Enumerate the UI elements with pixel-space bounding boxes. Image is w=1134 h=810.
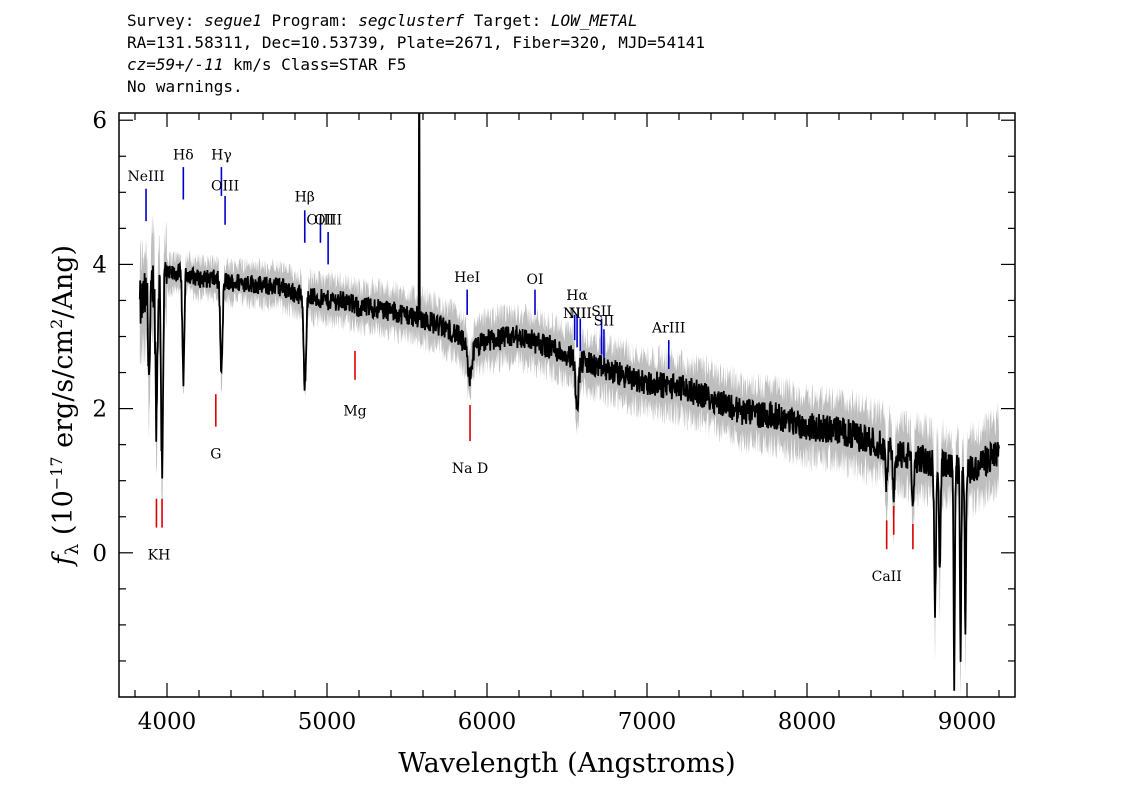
error-band-layer: [139, 213, 1000, 696]
x-tick-label: 5000: [298, 709, 357, 735]
emission-line-label: Hα: [566, 288, 588, 304]
target-value: LOW_METAL: [550, 11, 638, 30]
error-band: [139, 213, 1000, 696]
emission-line-label: OIII: [314, 212, 342, 228]
y-tick-label: 6: [92, 108, 107, 134]
spectrum-header: Survey: segue1 Program: segclusterf Targ…: [127, 10, 705, 98]
plot-frame: [118, 112, 1016, 698]
emission-line-label: NII: [569, 306, 592, 322]
emission-line-label: Hγ: [211, 147, 232, 163]
flux-series: [138, 113, 1000, 691]
header-line-survey: Survey: segue1 Program: segclusterf Targ…: [127, 10, 705, 32]
y-axis-title: fλ (10−17 erg/s/cm2/Ang): [47, 245, 83, 567]
absorption-line-label: G: [210, 447, 221, 463]
emission-line-label: OI: [526, 272, 543, 288]
emission-line-label: ArIII: [651, 321, 685, 337]
y-tick-label: 2: [92, 397, 107, 423]
emission-line-label: NII: [563, 306, 586, 322]
x-axis-title: Wavelength (Angstroms): [398, 748, 735, 779]
survey-prefix: Survey:: [127, 11, 205, 30]
x-tick-label: 7000: [618, 709, 677, 735]
axes-layer: 4000 5000 6000 7000 8000 9000 0 2 4 6: [92, 108, 1015, 735]
x-tick-label: 9000: [938, 709, 997, 735]
header-line-warnings: No warnings.: [127, 77, 243, 96]
target-prefix: Target:: [464, 11, 551, 30]
survey-value: segue1: [204, 11, 262, 30]
absorption-line-label: KH: [148, 548, 171, 564]
x-tick-label: 8000: [778, 709, 837, 735]
header-line-coords: RA=131.58311, Dec=10.53739, Plate=2671, …: [127, 33, 705, 52]
absorption-line-label: Mg: [343, 403, 366, 419]
emission-line-label: HeI: [454, 270, 480, 286]
y-tick-label: 4: [92, 252, 107, 278]
header-line-class: cz=59+/-11 km/s Class=STAR F5: [127, 54, 705, 76]
x-tick-label: 4000: [138, 709, 197, 735]
emission-line-label: OIII: [306, 212, 334, 228]
redshift-value: cz=59+/-11: [127, 55, 224, 74]
emission-line-label: Hδ: [173, 147, 194, 163]
absorption-line-label: CaII: [872, 569, 902, 585]
program-value: segclusterf: [358, 11, 465, 30]
class-text: km/s Class=STAR F5: [223, 55, 407, 74]
y-tick-label: 0: [92, 541, 107, 567]
emission-line-label: NeIII: [127, 169, 164, 185]
absorption-line-label: Na D: [452, 461, 488, 477]
emission-line-label: Hβ: [295, 189, 315, 205]
emission-line-label: SII: [591, 304, 612, 320]
x-tick-label: 6000: [458, 709, 517, 735]
emission-line-label: SII: [594, 313, 615, 329]
emission-line-label: OIII: [211, 178, 239, 194]
program-prefix: Program:: [261, 11, 359, 30]
flux-layer: [138, 113, 1000, 691]
